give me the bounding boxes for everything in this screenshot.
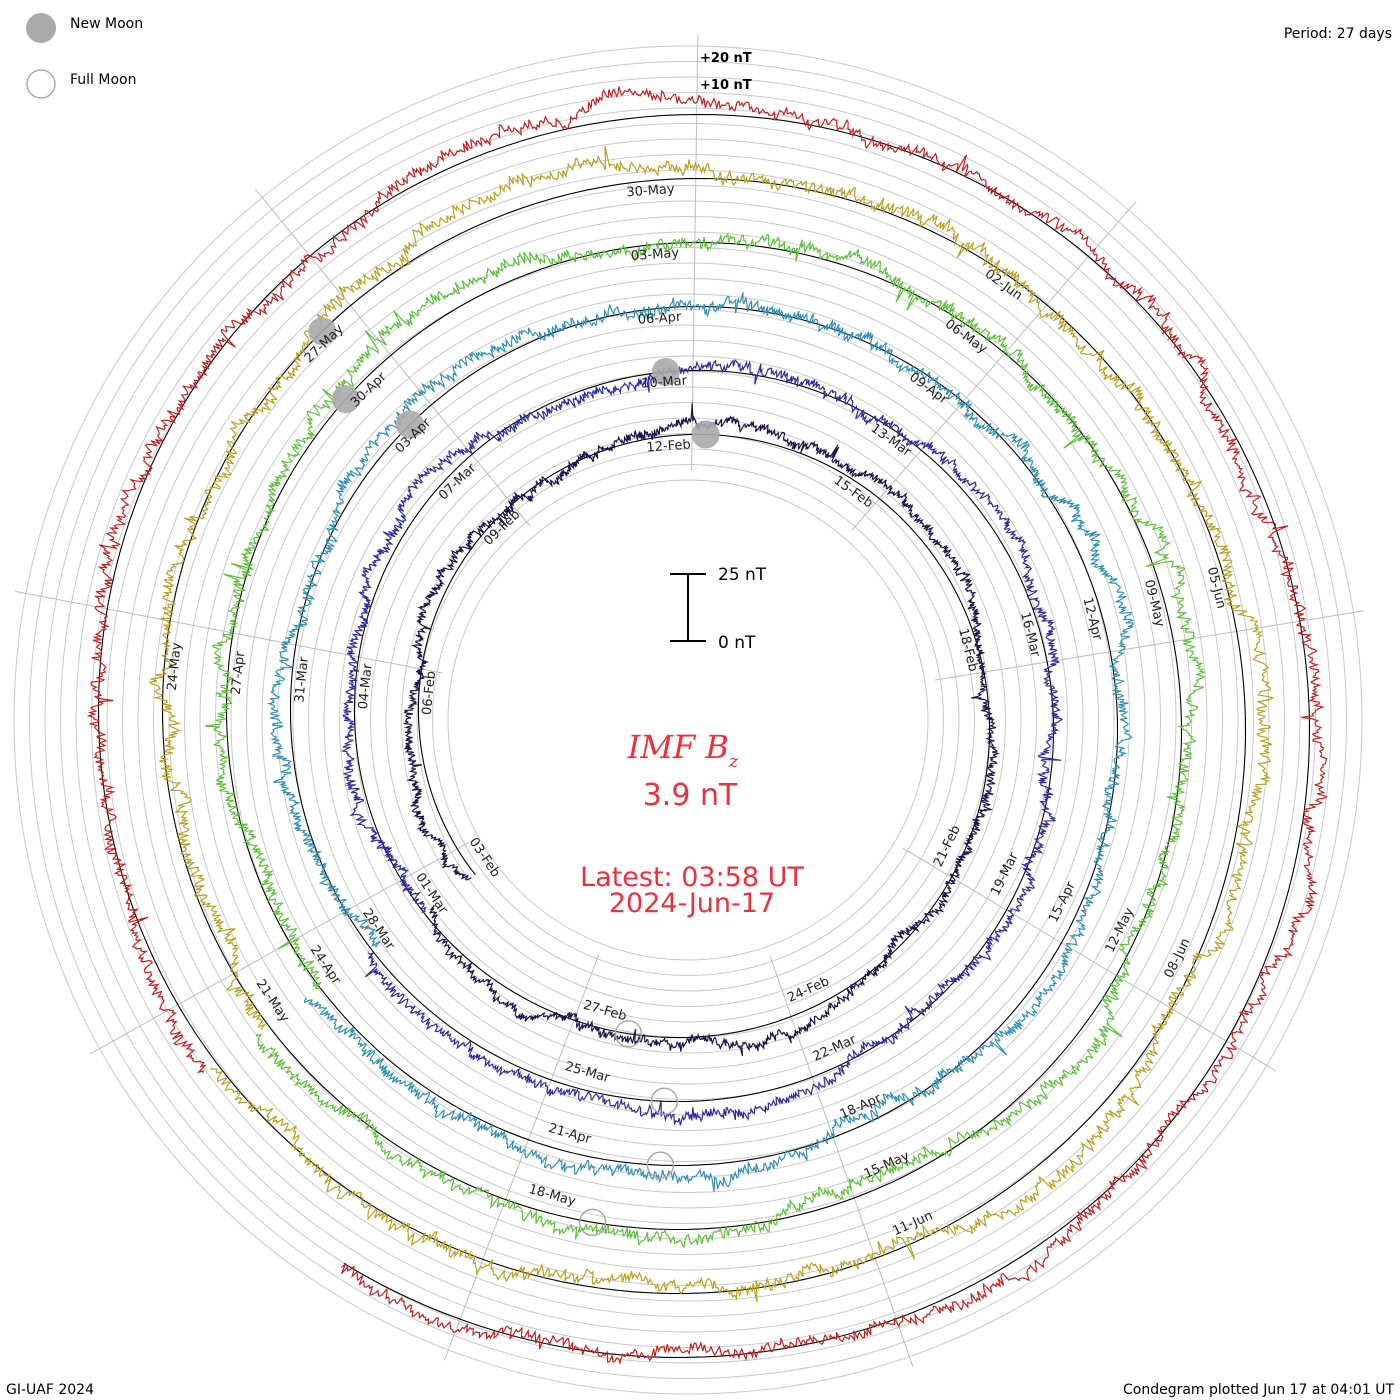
legend-full-moon: Full Moon: [70, 72, 136, 88]
credit-label: GI-UAF 2024: [6, 1382, 94, 1398]
new-moon-marker: [651, 357, 680, 386]
grid-ring: [122, 154, 1254, 1286]
date-label: 25-Mar: [563, 1059, 612, 1086]
current-value: 3.9 nT: [643, 778, 738, 813]
plotted-label: Condegram plotted Jun 17 at 04:01 UT: [1123, 1382, 1394, 1398]
series-rotation-5: [149, 146, 1275, 1303]
baseline-rotation-1: [417, 433, 991, 1039]
grid-spoke: [934, 610, 1365, 681]
date-label: 06-Apr: [637, 310, 682, 328]
date-label: 18-May: [527, 1182, 578, 1210]
date-label: 31-Mar: [292, 656, 312, 704]
date-label: 09-May: [1141, 578, 1167, 629]
grid-ring: [199, 231, 1177, 1209]
scale-top-label: 25 nT: [718, 565, 767, 585]
full-moon-marker: [650, 1087, 679, 1116]
baseline-rotation-2: [353, 369, 1055, 1103]
baseline-rotation-3: [289, 305, 1119, 1167]
date-label: 15-May: [862, 1149, 912, 1182]
moon-markers: [308, 317, 720, 1237]
latest-time: Latest: 03:58 UT: [580, 862, 804, 893]
grid-ring: [106, 138, 1270, 1302]
scale-bar: [670, 573, 706, 642]
date-label: 27-Feb: [581, 998, 628, 1025]
grid-ring: [153, 185, 1223, 1255]
new-moon-marker: [396, 410, 425, 439]
date-label: 03-May: [631, 246, 680, 264]
date-label: 11-Jun: [890, 1208, 935, 1239]
period-label: Period: 27 days: [1284, 26, 1392, 42]
date-label: 30-May: [626, 182, 675, 200]
grid-ring: [370, 402, 1006, 1038]
data-series: [86, 86, 1328, 1365]
date-label: 06-Feb: [420, 670, 439, 716]
new-moon-marker: [308, 317, 337, 346]
quantity-subscript: z: [728, 751, 739, 772]
new-moon-marker: [691, 420, 720, 449]
legend-new-moon: New Moon: [70, 16, 143, 32]
date-label: 27-Apr: [229, 650, 248, 695]
series-rotation-1: [403, 403, 1000, 1056]
grid-ring: [401, 433, 975, 1007]
grid-ring: [432, 464, 944, 976]
grid-ring: [385, 417, 991, 1023]
date-label: 04-Mar: [356, 662, 376, 710]
full-moon-marker: [578, 1208, 607, 1237]
grid-ring: [91, 123, 1285, 1317]
grid-spokes: [15, 35, 1365, 1368]
date-label: 21-Apr: [547, 1121, 594, 1148]
full-moon-icon: [26, 69, 56, 99]
grid-ring: [261, 293, 1115, 1147]
grid-ring: [184, 216, 1192, 1224]
date-label: 24-May: [165, 642, 185, 692]
series-rotation-4: [204, 232, 1206, 1249]
date-label: 12-Apr: [1079, 596, 1104, 642]
date-label: 10-Mar: [641, 373, 688, 391]
grid-ring: [416, 448, 960, 992]
grid-ring: [292, 324, 1084, 1116]
new-moon-marker: [331, 385, 360, 414]
date-label: 05-Jun: [1204, 566, 1229, 611]
grid-spoke: [691, 35, 699, 471]
new-moon-icon: [26, 13, 56, 43]
grid-spoke: [444, 953, 600, 1361]
grid-ring: [277, 309, 1099, 1131]
grid-ring: [339, 371, 1037, 1069]
grid-spoke: [15, 590, 443, 674]
baseline-rotation-4: [225, 241, 1183, 1231]
grid-ring: [323, 355, 1053, 1085]
grid-ring: [447, 479, 929, 961]
quantity-title: IMF Bz: [627, 728, 739, 772]
grid-ring: [75, 107, 1301, 1333]
grid-spoke: [851, 201, 1137, 532]
grid-ring: [246, 278, 1130, 1162]
scale-bottom-label: 0 nT: [718, 633, 756, 653]
ring-label-10: +10 nT: [700, 78, 752, 93]
full-moon-marker: [614, 1019, 643, 1048]
grid-ring: [60, 92, 1316, 1348]
series-rotation-2: [340, 359, 1064, 1127]
date-label: 12-Feb: [646, 437, 691, 455]
grid-spoke: [769, 955, 914, 1368]
latest-date: 2024-Jun-17: [609, 888, 775, 919]
grid-ring: [29, 61, 1347, 1379]
grid-spoke: [254, 188, 531, 527]
grid-ring: [215, 247, 1161, 1193]
series-rotation-6: [86, 86, 1328, 1365]
quantity-name: IMF B: [627, 728, 729, 766]
grid-ring: [308, 340, 1068, 1100]
grid-ring: [137, 169, 1239, 1271]
series-rotation-3: [266, 292, 1135, 1192]
grid-ring: [13, 45, 1363, 1395]
full-moon-marker: [646, 1151, 675, 1179]
ring-label-20: +20 nT: [700, 51, 752, 66]
grid-spoke: [902, 847, 1277, 1072]
grid-ring: [44, 76, 1332, 1364]
grid-ring: [168, 200, 1208, 1240]
grid-rings: [13, 45, 1363, 1395]
date-label: 16-Mar: [1017, 610, 1043, 659]
